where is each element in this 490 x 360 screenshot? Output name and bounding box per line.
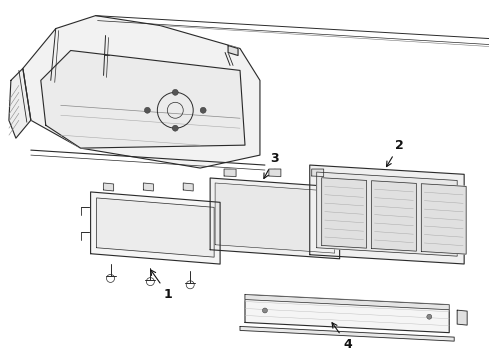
Polygon shape xyxy=(97,198,214,257)
Polygon shape xyxy=(317,172,457,256)
Polygon shape xyxy=(245,294,449,310)
Polygon shape xyxy=(144,183,153,191)
Polygon shape xyxy=(224,169,236,176)
Polygon shape xyxy=(23,15,260,168)
Text: 3: 3 xyxy=(264,152,279,179)
Circle shape xyxy=(263,308,268,313)
Polygon shape xyxy=(210,178,340,259)
Circle shape xyxy=(427,314,432,319)
Polygon shape xyxy=(245,294,449,333)
Polygon shape xyxy=(41,50,245,148)
Polygon shape xyxy=(322,178,367,248)
Polygon shape xyxy=(103,183,114,191)
Polygon shape xyxy=(228,45,238,55)
Text: 2: 2 xyxy=(387,139,404,167)
Text: 4: 4 xyxy=(332,323,352,351)
Polygon shape xyxy=(371,181,416,251)
Polygon shape xyxy=(421,184,466,254)
Polygon shape xyxy=(215,183,335,253)
Polygon shape xyxy=(9,68,31,138)
Polygon shape xyxy=(457,310,467,325)
Text: 1: 1 xyxy=(151,270,172,301)
Circle shape xyxy=(145,107,150,113)
Polygon shape xyxy=(310,165,464,264)
Polygon shape xyxy=(312,169,324,176)
Polygon shape xyxy=(269,169,281,176)
Circle shape xyxy=(172,89,178,95)
Polygon shape xyxy=(183,183,193,191)
Circle shape xyxy=(172,125,178,131)
Polygon shape xyxy=(240,327,454,341)
Polygon shape xyxy=(91,192,220,264)
Circle shape xyxy=(200,107,206,113)
